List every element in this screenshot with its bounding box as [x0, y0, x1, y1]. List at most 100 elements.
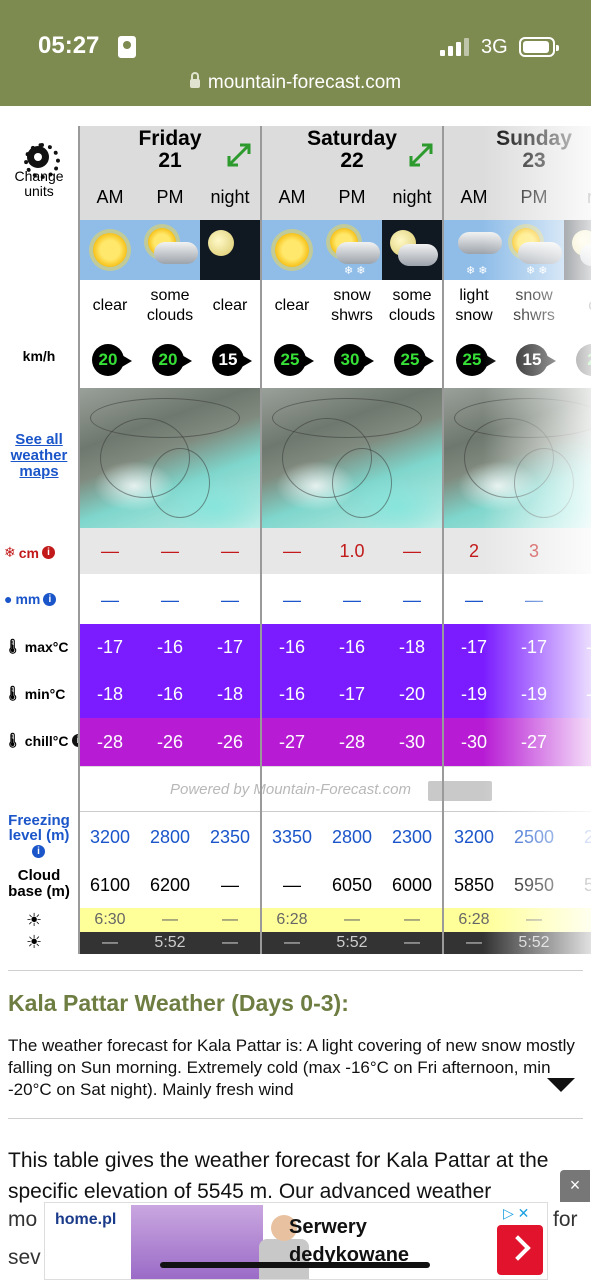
- freezing-level-value: 21: [564, 814, 591, 860]
- wind-arrow-icon: [484, 354, 496, 368]
- gear-icon[interactable]: [24, 143, 60, 179]
- wind-cell: 25: [262, 332, 322, 388]
- max-temp-value: -16: [140, 624, 200, 670]
- expand-icon[interactable]: [408, 142, 434, 168]
- sunrise-icon: ☀: [26, 910, 43, 930]
- battery-icon: [519, 37, 559, 57]
- cloud-base-value: 59: [564, 862, 591, 908]
- wind-speed: 25: [394, 344, 426, 376]
- wind-speed: 25: [274, 344, 306, 376]
- chevron-down-icon[interactable]: [547, 1078, 575, 1092]
- moon-icon: [208, 230, 234, 256]
- thermometer-icon: 🌡: [4, 638, 22, 654]
- chill-value: -30: [382, 718, 442, 766]
- rain-value: —: [200, 576, 260, 624]
- sunrise-time: —: [322, 908, 382, 932]
- snowflake-icon: ❄: [4, 544, 16, 560]
- cloud-base-value: —: [262, 862, 322, 908]
- period-label: night: [200, 174, 260, 220]
- info-icon[interactable]: i: [32, 845, 45, 858]
- min-temp-value: -2: [564, 670, 591, 718]
- max-temp-value: -16: [322, 624, 382, 670]
- sunset-time: —: [200, 932, 260, 954]
- sunrise-time: —: [200, 908, 260, 932]
- min-temp-value: -16: [262, 670, 322, 718]
- weather-map[interactable]: [80, 388, 260, 528]
- sunrise-time: 6:28: [262, 908, 322, 932]
- weather-description: clear: [200, 280, 260, 332]
- max-temp-value: -18: [382, 624, 442, 670]
- lock-icon: [189, 72, 200, 88]
- period-label: AM: [262, 174, 322, 220]
- weather-description: snow shwrs: [504, 280, 564, 332]
- wind-arrow-icon: [180, 354, 192, 368]
- see-all-maps-link[interactable]: See all weather maps: [10, 431, 68, 480]
- wind-cell: 25: [444, 332, 504, 388]
- snow-value: 2: [444, 528, 504, 574]
- signal-icon: [440, 38, 470, 56]
- powered-by-text: Powered by Mountain-Forecast.com: [170, 781, 411, 798]
- mountain-logo-icon: [428, 781, 492, 801]
- info-icon[interactable]: i: [41, 546, 55, 559]
- ad-arrow-button[interactable]: [497, 1225, 543, 1275]
- info-icon[interactable]: i: [43, 592, 57, 606]
- chill-value: -28: [80, 718, 140, 766]
- min-temp-label: 🌡 min°C: [4, 685, 66, 702]
- max-temp-value: -2: [564, 624, 591, 670]
- ad-banner[interactable]: home.pl Serwery dedykowane ▷ ✕: [44, 1202, 548, 1280]
- wind-speed: 20: [92, 344, 124, 376]
- freezing-level-value: 2500: [504, 814, 564, 860]
- day-header: Friday 21: [78, 126, 260, 174]
- ad-text: Serwery dedykowane: [289, 1216, 410, 1266]
- cloud-icon: [518, 242, 562, 264]
- cloud-base-label: Cloud base (m): [8, 867, 70, 900]
- wind-cell: 30: [322, 332, 382, 388]
- cloud-base-value: 6050: [322, 862, 382, 908]
- wind-arrow-icon: [302, 354, 314, 368]
- weather-icon-cell: ❄ ❄: [444, 220, 504, 280]
- wind-arrow-icon: [240, 354, 252, 368]
- status-time: 05:27: [38, 32, 100, 59]
- wind-cell: 20: [140, 332, 200, 388]
- sunset-time: —: [262, 932, 322, 954]
- weather-description: some clouds: [140, 280, 200, 332]
- snowflake-icon: ❄ ❄: [344, 265, 366, 277]
- min-temp-value: -18: [200, 670, 260, 718]
- period-label: AM: [80, 174, 140, 220]
- expand-icon[interactable]: [226, 142, 252, 168]
- weather-icon-cell: [382, 220, 442, 280]
- weather-map[interactable]: [262, 388, 442, 528]
- snow-value: —: [80, 528, 140, 574]
- max-temp-value: -17: [80, 624, 140, 670]
- day-name: Sunday: [496, 127, 572, 150]
- powered-by-banner[interactable]: Powered by Mountain-Forecast.com: [78, 766, 591, 812]
- wind-speed: 30: [334, 344, 366, 376]
- freezing-level-value: 3200: [80, 814, 140, 860]
- ad-close-button[interactable]: ×: [560, 1170, 590, 1202]
- snow-value: 1.0: [322, 528, 382, 574]
- period-label: PM: [140, 174, 200, 220]
- cloud-base-value: 5950: [504, 862, 564, 908]
- chill-value: -30: [444, 718, 504, 766]
- rain-value: [564, 576, 591, 624]
- weather-description: clear: [80, 280, 140, 332]
- speed-unit-label: km/h: [22, 348, 56, 364]
- rain-value: —: [140, 576, 200, 624]
- wind-arrow-icon: [544, 354, 556, 368]
- sunset-time: —: [444, 932, 504, 954]
- url-bar[interactable]: mountain-forecast.com: [0, 72, 591, 94]
- weather-icon-cell: [140, 220, 200, 280]
- min-temp-value: -19: [504, 670, 564, 718]
- snow-value: —: [382, 528, 442, 574]
- max-temp-label: 🌡 max°C: [4, 638, 69, 655]
- change-units-link[interactable]: Change units: [14, 168, 64, 199]
- weather-map[interactable]: [444, 388, 591, 528]
- ad-choices-icon[interactable]: ▷ ✕: [503, 1205, 530, 1221]
- weather-description: clear: [262, 280, 322, 332]
- sunrise-time: —: [140, 908, 200, 932]
- min-temp-value: -16: [140, 670, 200, 718]
- day-separator: [442, 126, 444, 954]
- map-border: [514, 448, 574, 518]
- day-name: Saturday: [307, 127, 397, 150]
- chill-value: -: [564, 718, 591, 766]
